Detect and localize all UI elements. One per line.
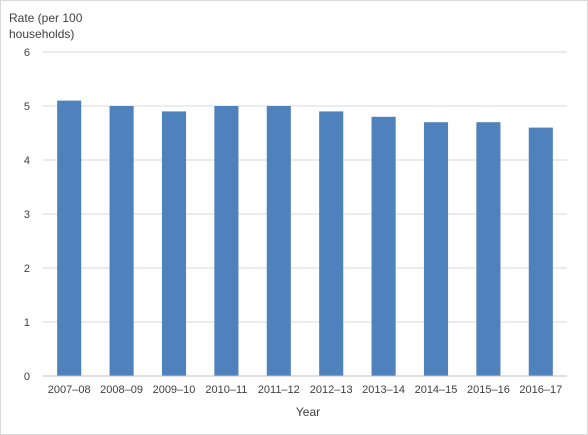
y-tick-label: 6 bbox=[24, 47, 30, 59]
bar bbox=[528, 127, 553, 376]
y-tick-label: 2 bbox=[24, 263, 30, 275]
bars bbox=[57, 100, 553, 377]
x-tick-label: 2016–17 bbox=[519, 384, 562, 396]
y-tick-labels: 0 1 2 3 4 5 6 bbox=[24, 47, 30, 383]
x-tick-label: 2015–16 bbox=[467, 384, 510, 396]
y-axis-title-line-2: households) bbox=[9, 27, 74, 41]
bar bbox=[319, 111, 344, 377]
x-tick-label: 2014–15 bbox=[415, 384, 458, 396]
bar bbox=[476, 122, 501, 376]
y-axis-title-line-1: Rate (per 100 bbox=[9, 11, 83, 25]
y-tick-label: 0 bbox=[24, 371, 30, 383]
x-tick-label: 2013–14 bbox=[362, 384, 405, 396]
bar bbox=[57, 100, 82, 376]
y-tick-label: 3 bbox=[24, 209, 30, 221]
y-tick-label: 1 bbox=[24, 317, 30, 329]
bar bbox=[214, 106, 239, 376]
x-tick-label: 2010–11 bbox=[205, 384, 247, 396]
bar bbox=[109, 106, 134, 376]
x-tick-label: 2012–13 bbox=[310, 384, 353, 396]
x-tick-labels: 2007–08 2008–09 2009–10 2010–11 2011–12 2012–… bbox=[48, 384, 562, 396]
bar bbox=[423, 122, 449, 376]
x-tick-label: 2007–08 bbox=[48, 384, 91, 396]
bar bbox=[161, 111, 187, 377]
bar bbox=[266, 106, 291, 376]
x-tick-label: 2008–09 bbox=[100, 384, 143, 396]
y-tick-label: 5 bbox=[24, 101, 30, 113]
x-axis-title: Year bbox=[296, 405, 320, 419]
bar bbox=[371, 116, 396, 377]
y-tick-label: 4 bbox=[24, 155, 30, 167]
x-tick-label: 2009–10 bbox=[153, 384, 196, 396]
x-tick-label: 2011–12 bbox=[258, 384, 300, 396]
